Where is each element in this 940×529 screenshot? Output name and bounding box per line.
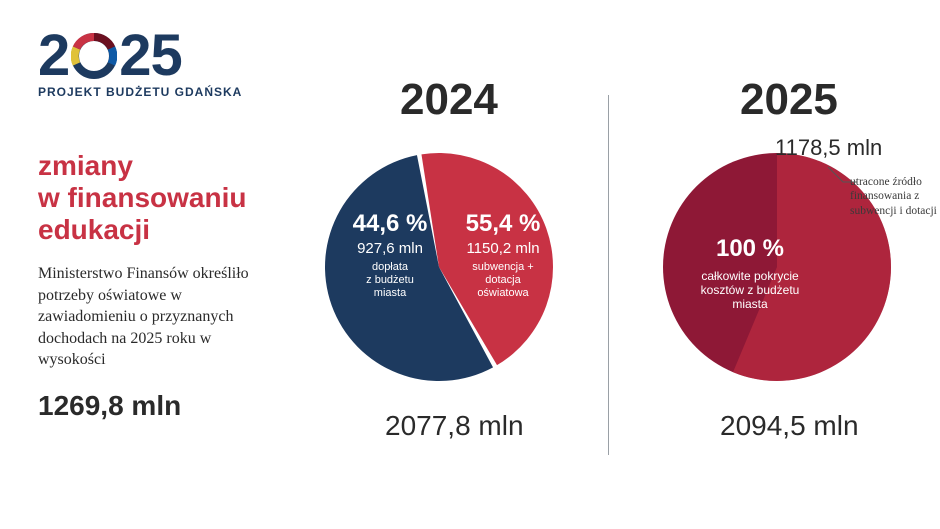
- logo: 2 25 PROJEKT BUDŻETU GDAŃSKA: [38, 22, 242, 99]
- body-text: Ministerstwo Finansów określiło potrzeby…: [38, 263, 273, 371]
- slice-desc: całkowite pokrycie kosztów z budżetu mia…: [680, 269, 820, 312]
- slice-desc: subwencja + dotacja oświatowa: [448, 261, 558, 301]
- pie-2025-total: 2094,5 mln: [720, 410, 859, 442]
- slice-desc: dopłata z budżetu miasta: [340, 261, 440, 301]
- chart-2024-title: 2024: [400, 75, 498, 125]
- logo-digit-2: 2: [38, 22, 69, 89]
- chart-2025-title: 2025: [740, 75, 838, 125]
- body-strong-value: 1269,8 mln: [38, 390, 181, 422]
- logo-subtitle: PROJEKT BUDŻETU GDAŃSKA: [38, 85, 242, 99]
- slice-2024-right: 55,4 % 1150,2 mln subwencja + dotacja oś…: [448, 210, 558, 300]
- slice-value: 1150,2 mln: [448, 240, 558, 257]
- logo-ring-icon: [71, 33, 117, 79]
- logo-year: 2 25: [38, 22, 242, 89]
- slice-pct: 55,4 %: [448, 210, 558, 238]
- slice-2024-left: 44,6 % 927,6 mln dopłata z budżetu miast…: [340, 210, 440, 300]
- vertical-divider: [608, 95, 609, 455]
- slice-pct: 100 %: [680, 235, 820, 263]
- callout-value: 1178,5 mln: [775, 135, 882, 161]
- slice-pct: 44,6 %: [340, 210, 440, 238]
- pie-2024-total: 2077,8 mln: [385, 410, 524, 442]
- logo-digit-25: 25: [119, 22, 182, 89]
- slice-2025-full: 100 % całkowite pokrycie kosztów z budże…: [680, 235, 820, 312]
- slice-value: 927,6 mln: [340, 240, 440, 257]
- callout-note: utracone źródło finansowania z subwencji…: [850, 175, 940, 218]
- headline: zmiany w finansowaniu edukacji: [38, 150, 278, 247]
